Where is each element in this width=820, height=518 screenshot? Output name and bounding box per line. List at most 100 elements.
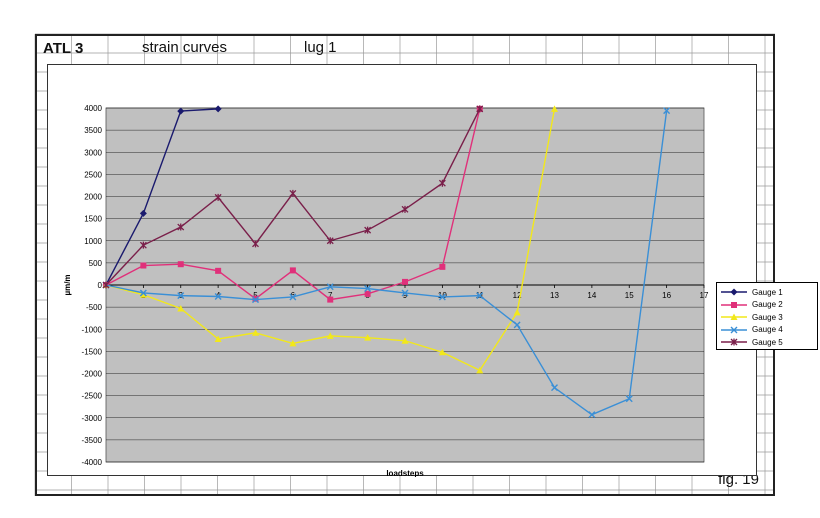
legend-item-gauge-1: Gauge 1 [721, 286, 813, 299]
y-tick-label: 500 [89, 259, 103, 268]
series-3-point [438, 348, 446, 356]
series-4-point [513, 321, 521, 329]
x-tick-label: 16 [662, 291, 671, 300]
y-tick-label: -500 [86, 303, 103, 312]
legend-item-gauge-2: Gauge 2 [721, 299, 813, 312]
series-1-line [105, 108, 219, 286]
series-1-point [214, 105, 222, 113]
series-4-group [102, 107, 671, 419]
series-4-point [364, 285, 372, 293]
series-2-point [140, 262, 147, 269]
series-4-point [289, 293, 297, 301]
series-3-point [364, 334, 372, 341]
y-tick-label: 1500 [84, 215, 102, 224]
y-tick-label: -3500 [82, 436, 103, 445]
series-4-point [401, 289, 409, 297]
series-4-point [139, 289, 147, 297]
series-4-point [663, 107, 671, 115]
x-tick-label: 17 [700, 291, 709, 300]
y-tick-label: 4000 [84, 104, 102, 113]
sheet-title: strain curves [142, 39, 228, 56]
y-tick-label: 2500 [84, 170, 102, 179]
series-4-point [476, 292, 484, 300]
series-3-point [476, 366, 484, 374]
series-5-point [401, 205, 409, 213]
series-5-point [326, 237, 334, 245]
series-2-point [327, 296, 334, 303]
legend-label: Gauge 1 [752, 287, 783, 297]
series-2-point [177, 261, 184, 268]
series-5-point [177, 223, 185, 231]
sheet-frame: ATL 3 strain curves lug 1 fig. 19 4000 35… [35, 34, 818, 496]
series-3-point [326, 332, 334, 339]
series-1-point [139, 209, 147, 217]
legend-swatch [721, 288, 747, 296]
x-tick-label: 14 [587, 291, 596, 300]
y-tick-label: 3000 [84, 148, 102, 157]
series-5-point [102, 281, 110, 289]
strain-chart: 4000 3500 3000 2500 2000 1500 1000 500 0 -500 -100… [63, 104, 709, 477]
series-5-point [364, 226, 372, 234]
series-4-point [214, 293, 222, 300]
y-tick-label: 1000 [84, 237, 102, 246]
legend-item-gauge-4: Gauge 4 [721, 324, 813, 337]
series-3-point [139, 291, 147, 298]
series-5-point [214, 193, 222, 201]
legend-marker [730, 313, 738, 321]
series-2-point [215, 267, 222, 274]
series-2-point [439, 263, 446, 270]
series-5-point [252, 240, 259, 248]
series-3-point [551, 105, 558, 112]
x-tick-label: 10 [438, 291, 447, 300]
y-tick-label: -1500 [82, 347, 103, 356]
legend-label: Gauge 3 [752, 312, 783, 322]
legend-label: Gauge 2 [752, 300, 783, 310]
legend-label: Gauge 5 [752, 337, 783, 347]
legend-swatch [721, 301, 747, 308]
series-5-point [438, 179, 446, 187]
legend-item-gauge-3: Gauge 3 [721, 311, 813, 324]
y-tick-label: -4000 [82, 458, 103, 467]
x-tick-label: 6 [291, 291, 296, 300]
y-tick-label: -2500 [82, 392, 103, 401]
y-tick-label: 2000 [84, 193, 102, 202]
series-2-point [289, 267, 296, 274]
series-5-point [139, 241, 147, 249]
series-3-point [513, 308, 521, 316]
series-3-group [102, 105, 558, 374]
series-4-point [588, 411, 596, 419]
series-1-point [177, 107, 185, 115]
series-4-point [326, 283, 334, 291]
y-axis-title: µm/m [63, 274, 72, 295]
legend-swatch [721, 326, 747, 334]
y-tick-label: 0 [98, 281, 103, 290]
x-axis-title: loadsteps [386, 469, 424, 477]
series-4-point [625, 395, 633, 403]
y-tick-label: -1000 [82, 325, 103, 334]
legend-marker [731, 301, 737, 308]
series-2-point [402, 278, 408, 285]
series-3-point [401, 337, 409, 344]
x-tick-label: 15 [625, 291, 634, 300]
series-4-line [105, 110, 668, 416]
series-4-point [438, 293, 446, 301]
series-5-point [476, 105, 484, 113]
series-5-group [102, 105, 484, 289]
y-tick-label: -3000 [82, 414, 103, 423]
legend-swatch [721, 338, 747, 346]
legend-item-gauge-5: Gauge 5 [721, 336, 813, 349]
series-4-point [551, 384, 558, 392]
legend-marker [730, 338, 738, 346]
legend-label: Gauge 4 [752, 325, 783, 335]
y-tick-label: -2000 [82, 370, 103, 379]
sheet-id: ATL 3 [43, 40, 84, 57]
y-tick-label: 3500 [84, 126, 102, 135]
sheet-part: lug 1 [304, 39, 337, 56]
legend-marker [730, 326, 738, 334]
legend-swatch [721, 313, 747, 321]
series-4-point [252, 296, 259, 304]
series-4-point [177, 292, 185, 300]
series-3-point [289, 339, 297, 347]
chart-legend: Gauge 1 Gauge 2 Gauge 3 Gauge 4 Gauge 5 [716, 282, 818, 350]
x-tick-label: 13 [550, 291, 559, 300]
